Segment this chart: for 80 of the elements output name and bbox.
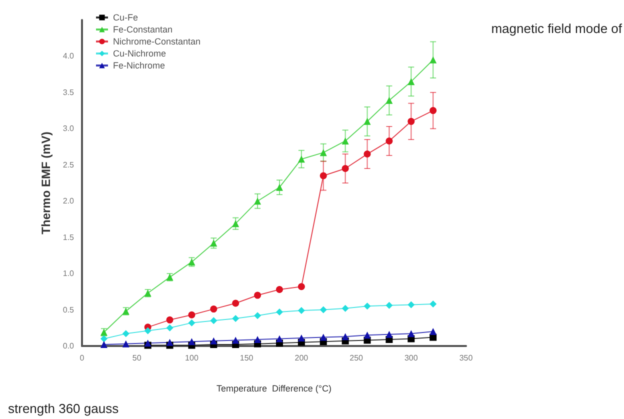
point (166, 316, 174, 324)
point (386, 330, 393, 338)
point (166, 324, 174, 332)
point (254, 198, 262, 205)
point (122, 330, 130, 338)
point (254, 292, 262, 299)
text: strength 360 gauss (8, 401, 120, 416)
point (188, 311, 196, 318)
y-tick-label: 3.0 (62, 124, 75, 134)
y-tick-label: 1.0 (62, 269, 75, 278)
point (210, 317, 218, 324)
point (320, 306, 327, 314)
point (298, 334, 305, 342)
point (276, 286, 283, 293)
point (320, 172, 327, 180)
legend-label: Nichrome-Constantan (113, 36, 201, 46)
point (298, 156, 305, 163)
point (210, 306, 218, 313)
point (188, 319, 196, 326)
point (254, 312, 262, 320)
x-tick-label: 100 (185, 354, 199, 362)
point (188, 338, 196, 346)
point (430, 56, 437, 64)
x-tick-label: 200 (294, 354, 309, 362)
point (408, 330, 415, 338)
point (430, 328, 437, 336)
point (408, 118, 415, 125)
point (342, 304, 349, 312)
point (210, 240, 218, 247)
point (430, 300, 437, 308)
point (408, 78, 415, 86)
point (342, 137, 349, 144)
point (364, 332, 371, 339)
x-tick-label: 300 (404, 354, 418, 362)
point (320, 334, 327, 341)
point (232, 300, 240, 307)
point (386, 302, 393, 309)
point (276, 335, 283, 342)
point (364, 302, 371, 310)
y-axis-title: Thermo EMF (mV) (38, 132, 53, 234)
text: magnetic field mode of (491, 21, 622, 36)
point (166, 338, 174, 346)
x-tick-label: 150 (240, 354, 254, 362)
x-axis-title: Temperature Difference (°C) (216, 384, 332, 394)
point (232, 220, 240, 228)
x-tick-label: 350 (459, 354, 474, 362)
x-tick-label: 0 (80, 354, 85, 362)
point (276, 308, 283, 316)
y-tick-label: 0.0 (62, 342, 75, 350)
legend-label: Cu-Nichrome (113, 48, 166, 58)
point (386, 137, 393, 144)
x-tick-label: 50 (132, 354, 142, 362)
legend-label: Cu-Fe (113, 12, 138, 22)
y-tick-label: 2.0 (62, 196, 75, 206)
point (100, 341, 108, 348)
point (342, 333, 349, 340)
x-tick-label: 250 (350, 354, 364, 362)
point (386, 96, 393, 104)
point (342, 165, 349, 172)
point (276, 184, 283, 191)
point (210, 337, 218, 344)
point (364, 150, 371, 158)
y-tick-label: 1.5 (62, 232, 75, 242)
point (430, 107, 437, 114)
point (298, 307, 305, 314)
y-tick-label: 4.0 (62, 52, 75, 61)
point (254, 336, 262, 343)
point (298, 283, 305, 290)
point (364, 118, 371, 125)
point (122, 340, 130, 348)
point (408, 301, 415, 308)
point (232, 314, 240, 322)
point (320, 149, 327, 156)
legend-label: Fe-Constantan (113, 24, 173, 34)
y-tick-label: 0.5 (62, 305, 75, 314)
point (144, 327, 152, 334)
y-tick-label: 3.5 (62, 88, 75, 97)
y-tick-label: 2.5 (62, 160, 75, 170)
legend-label: Fe-Nichrome (113, 60, 166, 70)
point (232, 336, 240, 344)
